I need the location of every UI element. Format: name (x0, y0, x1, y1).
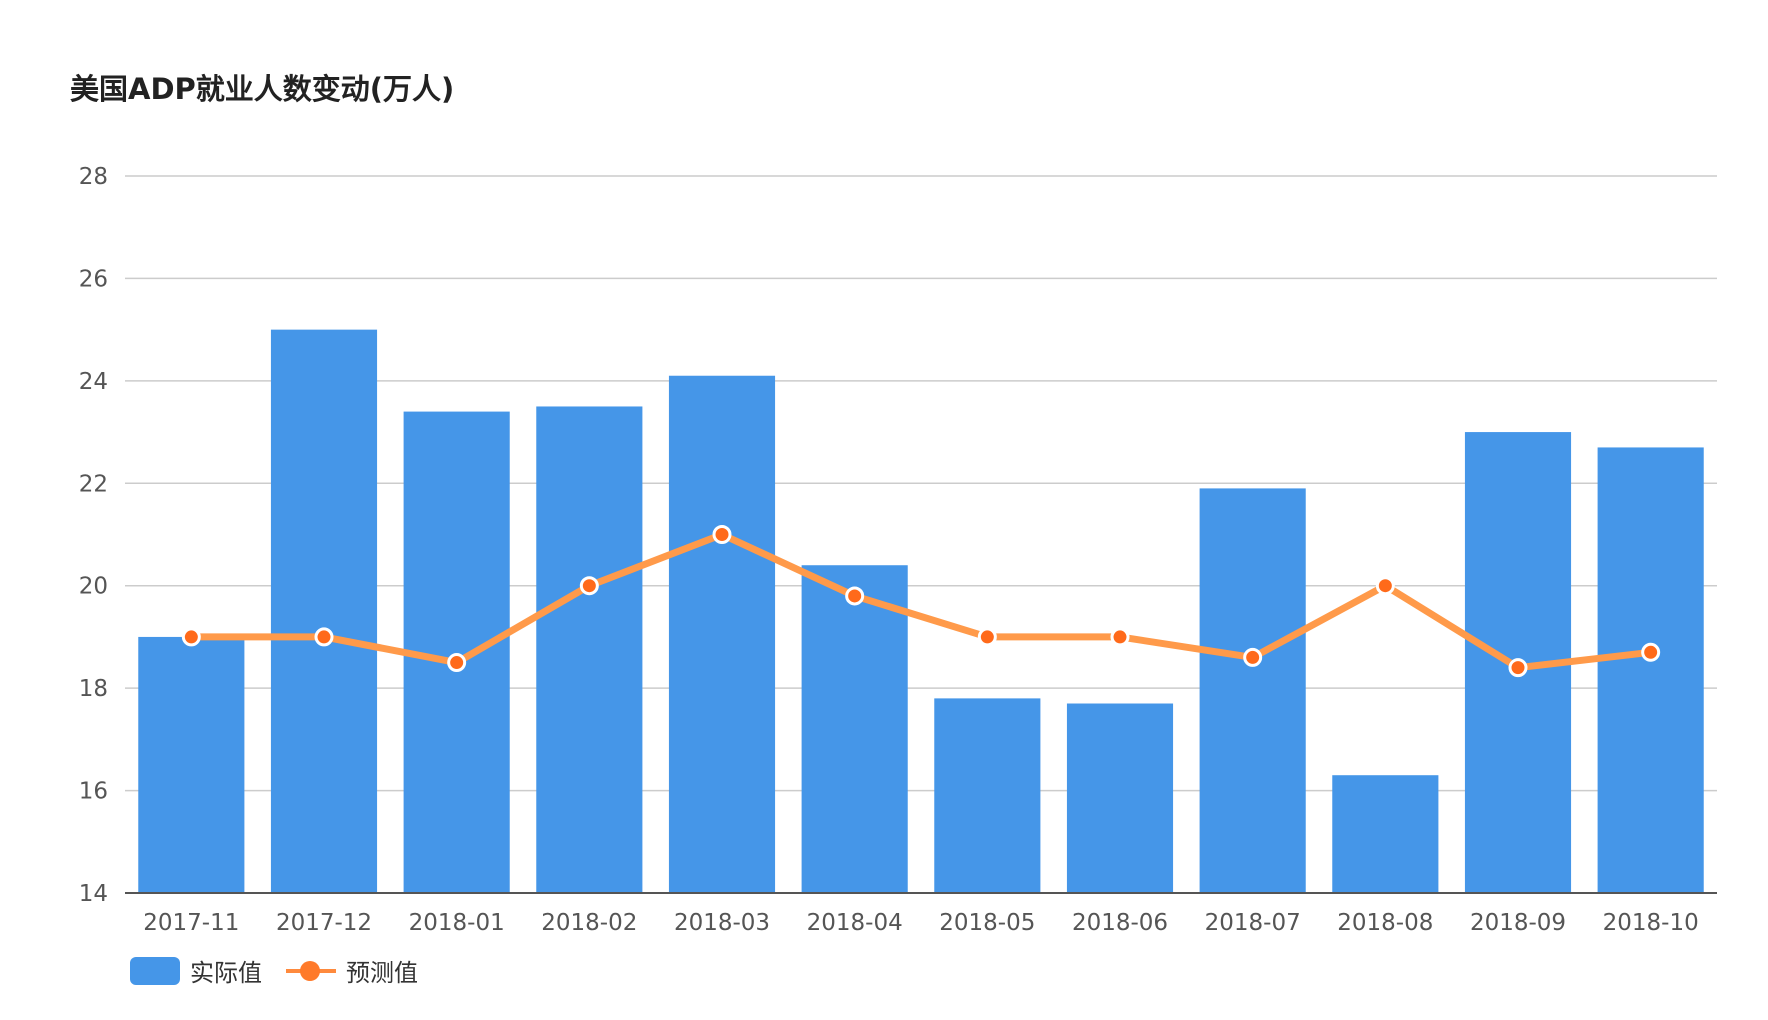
bar (934, 698, 1041, 893)
legend-actual-label[interactable]: 实际值 (190, 959, 262, 987)
forecast-line (191, 531, 1652, 672)
bar (1597, 447, 1704, 893)
y-tick-label: 24 (79, 369, 108, 395)
y-tick-label: 28 (79, 164, 108, 190)
forecast-point (314, 627, 334, 647)
legend-bar-swatch (130, 956, 180, 985)
y-tick-label: 22 (79, 471, 108, 497)
x-tick-label: 2018-02 (541, 910, 637, 936)
x-tick-label: 2018-05 (939, 910, 1035, 936)
y-tick-label: 26 (79, 266, 108, 292)
forecast-point (1641, 642, 1661, 662)
x-tick-label: 2018-09 (1470, 910, 1566, 936)
forecast-point (845, 586, 865, 606)
forecast-point (712, 525, 732, 544)
forecast-point (977, 627, 997, 647)
forecast-point (579, 576, 599, 596)
forecast-point (447, 653, 467, 673)
x-tick-label: 2018-07 (1205, 910, 1301, 936)
forecast-point (1508, 658, 1528, 678)
bar (1066, 703, 1174, 893)
forecast-point (181, 627, 201, 647)
x-tick-label: 2018-01 (409, 910, 505, 936)
bar (536, 406, 643, 893)
bar (1332, 775, 1439, 893)
bar (801, 565, 908, 893)
x-tick-label: 2018-04 (807, 910, 903, 936)
y-tick-label: 14 (79, 881, 108, 907)
legend-forecast-label[interactable]: 预测值 (346, 959, 418, 987)
x-tick-label: 2018-03 (674, 910, 770, 936)
bar (668, 375, 776, 893)
chart-title: 美国ADP就业人数变动(万人) (70, 72, 455, 106)
y-tick-label: 16 (79, 779, 108, 805)
y-tick-label: 18 (79, 676, 108, 702)
bar (1199, 488, 1306, 893)
x-tick-label: 2017-11 (143, 910, 239, 936)
bar (138, 636, 245, 893)
forecast-point (1110, 627, 1130, 647)
forecast-point (1375, 576, 1395, 596)
x-tick-label: 2018-10 (1603, 910, 1699, 936)
legend-line-swatch (286, 957, 336, 985)
forecast-point (1243, 647, 1263, 667)
legend: 实际值 预测值 (130, 953, 418, 988)
x-tick-label: 2018-08 (1337, 910, 1433, 936)
bar (270, 329, 378, 894)
y-tick-label: 20 (79, 574, 108, 600)
x-tick-label: 2017-12 (276, 910, 372, 936)
x-tick-label: 2018-06 (1072, 910, 1168, 936)
